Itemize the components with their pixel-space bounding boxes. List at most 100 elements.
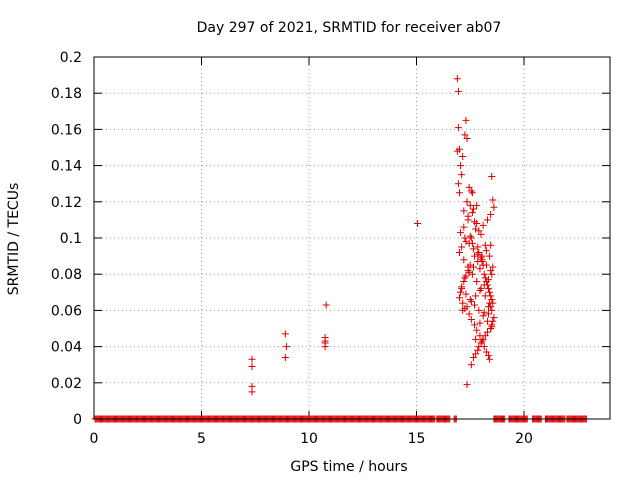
data-point [472,292,480,300]
data-point [481,274,489,282]
y-axis-label: SRMTID / TECUs [6,183,22,296]
data-point [487,267,495,275]
data-point [469,245,477,253]
y-tick-label: 0.18 [51,86,82,102]
data-point [474,346,482,354]
data-point [467,297,475,305]
plot-frame [93,56,611,420]
data-point [486,252,494,260]
data-point [457,288,465,296]
data-point [474,250,482,258]
data-point [485,303,493,311]
data-point [476,286,484,294]
x-axis-label: GPS time / hours [290,459,407,475]
data-point [473,201,481,209]
data-point [453,75,461,83]
data-point [473,277,481,285]
data-point [282,343,290,351]
data-point [475,248,483,256]
data-point [471,301,479,309]
data-point [477,254,485,262]
data-point [476,332,484,340]
data-point [488,296,496,304]
data-point [478,252,486,260]
data-point [482,261,490,269]
data-point [483,216,491,224]
data-points [91,75,590,423]
data-point [486,355,494,363]
data-point [471,321,479,329]
data-point [248,388,256,396]
data-point [490,203,498,211]
data-point [472,335,480,343]
axis-ticks: 0 0.02 0.04 0.06 0.08 0.1 0.12 0.14 0.16 0.18 0.2 0… [51,50,610,447]
data-point [475,227,483,235]
data-point [462,272,470,280]
data-point [458,285,466,293]
data-point [475,306,483,314]
data-point [488,306,496,314]
data-point [465,239,473,247]
data-point [456,248,463,256]
data-point [483,317,491,325]
data-point [281,330,289,338]
x-tick-label: 0 [90,431,99,447]
data-point [281,353,289,361]
data-point [479,221,487,229]
data-point [465,310,473,318]
data-point [462,238,470,246]
data-point [477,230,485,238]
data-point [480,343,488,351]
data-point [454,180,462,188]
data-point [456,294,463,302]
data-point [465,183,473,191]
data-point [468,209,476,217]
x-tick-label: 20 [515,431,533,447]
y-tick-label: 0 [73,412,82,428]
data-point [474,258,482,266]
data-point [488,172,496,180]
y-tick-label: 0.06 [51,303,82,319]
data-point [487,241,495,249]
grid-lines [94,57,610,419]
y-tick-label: 0.14 [51,159,82,175]
data-point [462,290,470,298]
data-point [456,189,463,197]
data-point [476,265,484,273]
data-point [479,335,487,343]
data-point [465,268,473,276]
data-point [460,223,468,231]
data-point [467,361,475,369]
data-point [474,243,482,251]
data-point [489,196,497,204]
data-point [321,343,329,351]
data-point [479,312,487,320]
data-point [414,220,422,228]
data-point [471,252,479,260]
data-point [461,234,469,242]
data-point [482,348,490,356]
data-point [461,274,469,282]
y-tick-label: 0.12 [51,195,82,211]
data-point [487,325,495,332]
y-tick-label: 0.02 [51,376,82,392]
data-point [464,216,472,224]
data-point [473,326,481,334]
data-point [460,256,468,264]
data-point [487,210,495,218]
data-point [473,220,481,228]
data-point [481,292,489,300]
data-point [466,296,474,304]
data-point [477,339,485,347]
data-point [483,328,491,336]
data-point [472,225,480,233]
data-point [485,285,493,293]
data-point [486,288,494,296]
chart-title: Day 297 of 2021, SRMTID for receiver ab0… [197,20,502,36]
data-point [469,205,477,213]
data-point [463,134,471,142]
y-tick-label: 0.1 [60,231,82,247]
x-tick-label: 10 [300,431,318,447]
data-point [453,147,461,155]
